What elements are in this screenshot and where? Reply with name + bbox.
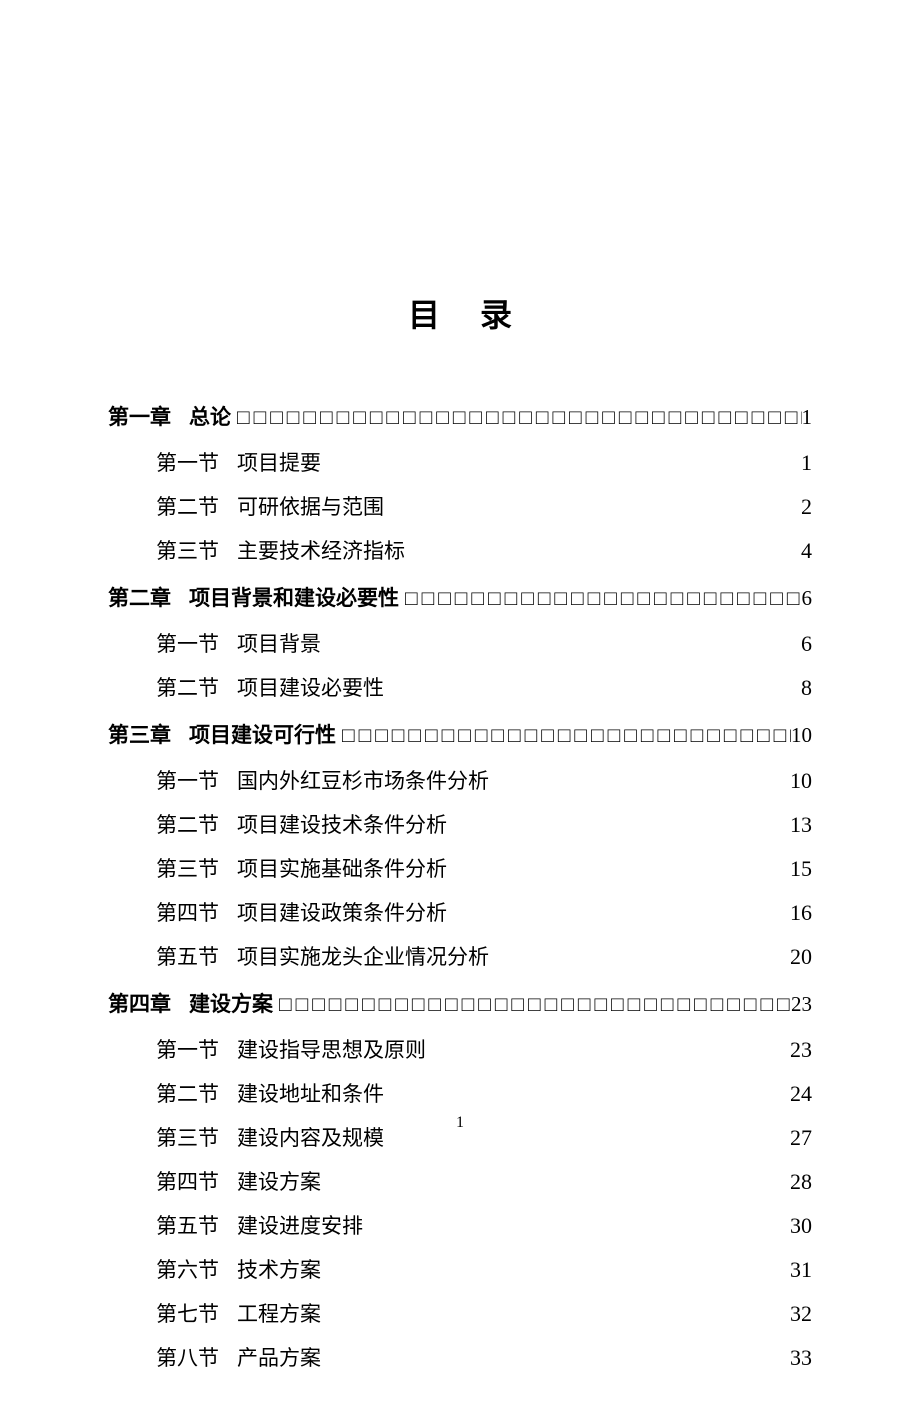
section-label: 第八节	[156, 1337, 219, 1379]
toc-chapter: 第一章总论□□□□□□□□□□□□□□□□□□□□□□□□□□□□□□□□□□□…	[108, 396, 812, 441]
section-label: 第四节	[156, 1161, 219, 1203]
section-label: 第一节	[156, 1029, 219, 1071]
section-title: 技术方案	[237, 1249, 790, 1291]
toc-title: 目录	[108, 290, 812, 336]
chapter-label: 第四章	[108, 983, 171, 1025]
chapter-title: 总论	[189, 396, 231, 438]
section-title: 可研依据与范围	[237, 486, 801, 528]
section-title: 项目建设技术条件分析	[237, 804, 790, 846]
toc-section: 第四节建设方案28	[108, 1160, 812, 1204]
toc-chapter: 第二章项目背景和建设必要性□□□□□□□□□□□□□□□□□□□□□□□□□□□…	[108, 577, 812, 622]
leader-dots: □□□□□□□□□□□□□□□□□□□□□□□□□□□□□□□□□□□□□□□□	[399, 580, 802, 622]
leader-dots: □□□□□□□□□□□□□□□□□□□□□□□□□□□□□□□□□□□□□□□□	[231, 399, 802, 441]
section-page: 2	[801, 485, 812, 529]
toc-section: 第二节项目建设技术条件分析13	[108, 803, 812, 847]
section-page: 6	[801, 622, 812, 666]
toc-section: 第三节主要技术经济指标4	[108, 529, 812, 573]
toc-section: 第一节建设指导思想及原则23	[108, 1028, 812, 1072]
section-page: 28	[790, 1160, 812, 1204]
section-label: 第三节	[156, 530, 219, 572]
section-title: 项目实施龙头企业情况分析	[237, 936, 790, 978]
toc-chapter: 第三章项目建设可行性□□□□□□□□□□□□□□□□□□□□□□□□□□□□□□…	[108, 714, 812, 759]
section-label: 第二节	[156, 1073, 219, 1115]
toc-section: 第七节工程方案32	[108, 1292, 812, 1336]
section-page: 30	[790, 1204, 812, 1248]
section-label: 第四节	[156, 892, 219, 934]
section-title: 项目建设必要性	[237, 667, 801, 709]
section-label: 第五节	[156, 1205, 219, 1247]
section-title: 建设指导思想及原则	[237, 1029, 790, 1071]
section-page: 8	[801, 666, 812, 710]
section-label: 第二节	[156, 667, 219, 709]
chapter-label: 第二章	[108, 577, 171, 619]
toc-chapter: 第四章建设方案□□□□□□□□□□□□□□□□□□□□□□□□□□□□□□□□□…	[108, 983, 812, 1028]
section-label: 第六节	[156, 1249, 219, 1291]
section-label: 第三节	[156, 848, 219, 890]
section-title: 项目建设政策条件分析	[237, 892, 790, 934]
section-page: 31	[790, 1248, 812, 1292]
section-title: 建设地址和条件	[237, 1073, 790, 1115]
toc-section: 第一节国内外红豆杉市场条件分析10	[108, 759, 812, 803]
section-page: 10	[790, 759, 812, 803]
toc-section: 第一节项目提要1	[108, 441, 812, 485]
section-page: 23	[790, 1028, 812, 1072]
section-label: 第七节	[156, 1293, 219, 1335]
section-title: 工程方案	[237, 1293, 790, 1335]
section-title: 建设方案	[237, 1161, 790, 1203]
chapter-title: 建设方案	[189, 983, 273, 1025]
section-title: 国内外红豆杉市场条件分析	[237, 760, 790, 802]
section-label: 第二节	[156, 486, 219, 528]
toc-section: 第二节建设地址和条件24	[108, 1072, 812, 1116]
section-title: 产品方案	[237, 1337, 790, 1379]
chapter-label: 第三章	[108, 714, 171, 756]
section-page: 1	[801, 441, 812, 485]
table-of-contents: 第一章总论□□□□□□□□□□□□□□□□□□□□□□□□□□□□□□□□□□□…	[108, 396, 812, 1380]
section-label: 第二节	[156, 804, 219, 846]
section-page: 32	[790, 1292, 812, 1336]
chapter-page: 23	[791, 983, 812, 1025]
chapter-page: 1	[802, 396, 813, 438]
section-title: 建设进度安排	[237, 1205, 790, 1247]
toc-section: 第三节项目实施基础条件分析15	[108, 847, 812, 891]
chapter-title: 项目背景和建设必要性	[189, 577, 399, 619]
section-label: 第一节	[156, 760, 219, 802]
toc-section: 第二节可研依据与范围2	[108, 485, 812, 529]
toc-section: 第二节项目建设必要性8	[108, 666, 812, 710]
chapter-title: 项目建设可行性	[189, 714, 336, 756]
chapter-page: 6	[802, 577, 813, 619]
section-page: 20	[790, 935, 812, 979]
toc-section: 第八节产品方案33	[108, 1336, 812, 1380]
page-number: 1	[0, 1114, 920, 1132]
section-page: 4	[801, 529, 812, 573]
toc-section: 第四节项目建设政策条件分析16	[108, 891, 812, 935]
section-title: 项目背景	[237, 623, 801, 665]
toc-section: 第一节项目背景6	[108, 622, 812, 666]
chapter-page: 10	[791, 714, 812, 756]
toc-section: 第六节技术方案31	[108, 1248, 812, 1292]
toc-section: 第五节建设进度安排30	[108, 1204, 812, 1248]
section-title: 项目提要	[237, 442, 801, 484]
section-label: 第五节	[156, 936, 219, 978]
section-title: 主要技术经济指标	[237, 530, 801, 572]
section-title: 项目实施基础条件分析	[237, 848, 790, 890]
section-page: 13	[790, 803, 812, 847]
section-page: 16	[790, 891, 812, 935]
section-page: 24	[790, 1072, 812, 1116]
section-label: 第一节	[156, 442, 219, 484]
leader-dots: □□□□□□□□□□□□□□□□□□□□□□□□□□□□□□□□□□□□□□□□	[336, 717, 791, 759]
chapter-label: 第一章	[108, 396, 171, 438]
leader-dots: □□□□□□□□□□□□□□□□□□□□□□□□□□□□□□□□□□□□□□□□	[273, 986, 791, 1028]
section-page: 15	[790, 847, 812, 891]
section-page: 33	[790, 1336, 812, 1380]
document-page: 目录 第一章总论□□□□□□□□□□□□□□□□□□□□□□□□□□□□□□□□…	[0, 0, 920, 1428]
section-label: 第一节	[156, 623, 219, 665]
toc-section: 第五节项目实施龙头企业情况分析20	[108, 935, 812, 979]
